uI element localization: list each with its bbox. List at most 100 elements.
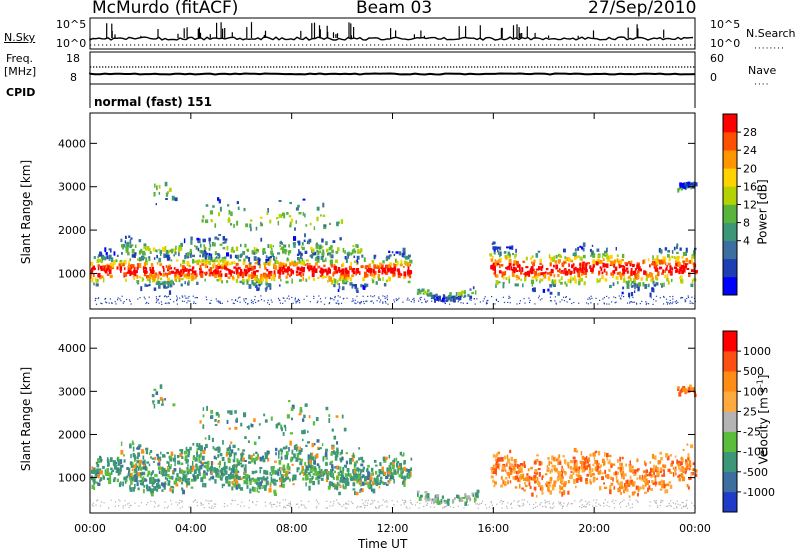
- velocity-echo-cell: [380, 476, 383, 480]
- power-noise-cell: [163, 295, 166, 298]
- velocity-noise-cell: [96, 500, 98, 502]
- velocity-noise-cell: [376, 507, 378, 509]
- power-echo-cell: [134, 273, 137, 277]
- power-echo-cell: [634, 284, 636, 290]
- power-ytick-label-2: 3000: [58, 181, 86, 194]
- velocity-echo-cell: [549, 476, 553, 481]
- velocity-noise-cell: [114, 505, 116, 507]
- power-noise-cell: [608, 303, 610, 305]
- power-echo-cell: [455, 292, 458, 297]
- power-noise-cell: [328, 302, 331, 304]
- velocity-echo-cell: [286, 414, 290, 419]
- velocity-noise-cell: [404, 499, 406, 501]
- velocity-echo-cell: [287, 471, 291, 474]
- velocity-echo-cell: [548, 460, 550, 466]
- velocity-echo-cell: [359, 480, 361, 484]
- velocity-echo-cell: [464, 501, 468, 506]
- velocity-noise-cell: [405, 501, 407, 503]
- velocity-echo-cell: [201, 463, 204, 467]
- velocity-echo-cell: [186, 480, 189, 486]
- velocity-echo-cell: [258, 436, 261, 440]
- power-echo-cell: [217, 237, 220, 241]
- power-echo-cell: [536, 268, 540, 271]
- power-echo-cell: [382, 267, 385, 270]
- power-noise-cell: [126, 298, 128, 301]
- velocity-echo-cell: [310, 464, 313, 470]
- velocity-echo-cell: [604, 452, 606, 457]
- power-noise-cell: [263, 300, 265, 302]
- velocity-echo-cell: [325, 450, 328, 455]
- velocity-echo-cell: [250, 424, 254, 428]
- power-echo-cell: [106, 255, 109, 260]
- power-echo-cell: [356, 259, 358, 263]
- power-noise-cell: [215, 298, 217, 300]
- power-echo-cell: [374, 270, 376, 274]
- velocity-noise-cell: [649, 501, 651, 503]
- velocity-noise-cell: [462, 500, 464, 502]
- velocity-echo-cell: [516, 470, 519, 475]
- power-echo-cell: [562, 264, 564, 268]
- power-noise-cell: [554, 296, 556, 298]
- velocity-echo-cell: [161, 474, 164, 477]
- power-noise-cell: [109, 298, 111, 300]
- power-echo-cell: [623, 273, 625, 279]
- power-noise-cell: [538, 295, 540, 297]
- velocity-echo-cell: [161, 403, 164, 406]
- velocity-noise-cell: [128, 506, 130, 508]
- velocity-echo-cell: [504, 466, 506, 471]
- power-noise-cell: [317, 300, 319, 302]
- velocity-noise-cell: [175, 501, 177, 503]
- velocity-echo-cell: [99, 470, 103, 475]
- velocity-echo-cell: [343, 476, 346, 480]
- power-echo-cell: [354, 260, 357, 263]
- power-echo-cell: [351, 274, 355, 277]
- velocity-colorbar-label-4: -25: [743, 426, 761, 439]
- power-echo-cell: [242, 271, 246, 275]
- power-echo-cell: [118, 263, 122, 267]
- velocity-noise-cell: [164, 501, 166, 503]
- velocity-noise-cell: [608, 505, 610, 508]
- velocity-echo-cell: [588, 471, 592, 476]
- power-echo-cell: [132, 275, 135, 279]
- velocity-noise-cell: [285, 507, 287, 509]
- velocity-echo-cell: [315, 454, 319, 459]
- velocity-echo-cell: [170, 485, 174, 489]
- power-echo-cell: [300, 254, 302, 260]
- power-echo-cell: [227, 218, 231, 223]
- power-echo-cell: [146, 284, 149, 287]
- power-echo-cell: [97, 256, 99, 259]
- velocity-echo-cell: [589, 479, 592, 482]
- velocity-echo-cell: [666, 483, 670, 487]
- velocity-echo-cell: [587, 464, 591, 468]
- power-noise-cell: [419, 299, 422, 301]
- velocity-echo-cell: [362, 474, 365, 478]
- velocity-echo-cell: [132, 454, 136, 458]
- power-noise-cell: [636, 303, 638, 305]
- velocity-echo-cell: [144, 466, 147, 471]
- power-echo-cell: [224, 266, 228, 270]
- power-noise-cell: [578, 302, 580, 304]
- power-echo-cell: [619, 264, 622, 268]
- velocity-echo-cell: [667, 468, 671, 472]
- power-echo-cell: [214, 251, 217, 256]
- velocity-noise-cell: [124, 500, 126, 502]
- velocity-echo-cell: [96, 468, 100, 473]
- velocity-echo-cell: [514, 463, 517, 468]
- velocity-echo-cell: [198, 454, 201, 458]
- velocity-echo-cell: [329, 462, 332, 466]
- velocity-noise-cell: [256, 501, 258, 503]
- power-echo-cell: [407, 262, 410, 267]
- velocity-echo-cell: [345, 481, 349, 486]
- velocity-echo-cell: [540, 485, 544, 488]
- velocity-echo-cell: [530, 476, 533, 481]
- power-echo-cell: [560, 255, 563, 258]
- velocity-echo-cell: [521, 487, 524, 490]
- velocity-echo-cell: [687, 486, 690, 490]
- power-noise-cell: [667, 302, 669, 304]
- power-echo-cell: [357, 255, 360, 260]
- power-echo-cell: [364, 283, 367, 286]
- velocity-echo-cell: [315, 477, 319, 480]
- power-echo-cell: [539, 262, 542, 265]
- power-echo-cell: [244, 243, 247, 248]
- power-noise-cell: [659, 297, 661, 299]
